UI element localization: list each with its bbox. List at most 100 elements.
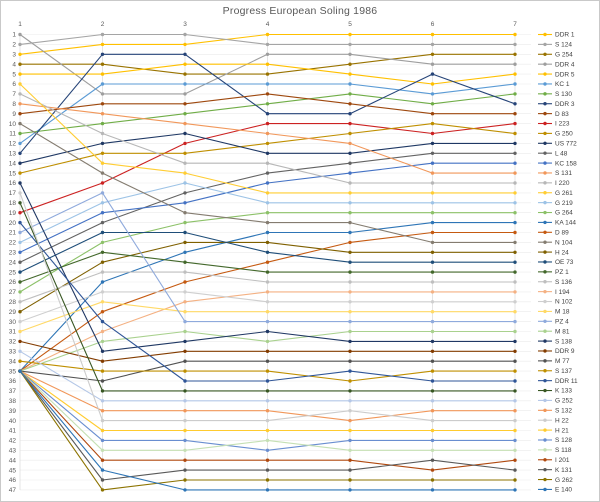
series-marker-g-254 — [183, 72, 187, 76]
legend-label: US 772 — [555, 140, 577, 147]
series-marker-kc-158 — [430, 161, 435, 165]
series-marker-n-102 — [348, 300, 352, 304]
series-marker-g-250 — [265, 141, 270, 146]
y-tick-label: 20 — [9, 220, 17, 227]
series-marker-n-104 — [18, 121, 22, 126]
series-marker-ddr-1 — [183, 42, 187, 47]
series-marker-s-128 — [183, 438, 187, 443]
series-marker-g-261 — [265, 191, 270, 195]
series-marker-i-223 — [265, 121, 270, 126]
series-marker-i-220 — [100, 131, 105, 136]
series-marker-ddr-11 — [183, 379, 187, 383]
legend-marker-icon — [543, 270, 547, 274]
series-marker-g-252 — [348, 399, 352, 403]
series-marker-g-264 — [348, 211, 352, 215]
series-marker-n-104 — [430, 240, 435, 245]
series-g-252 — [18, 349, 517, 403]
series-marker-g-250 — [513, 131, 517, 136]
series-marker-d-89 — [348, 240, 352, 245]
legend-label: DDR 11 — [555, 378, 578, 385]
series-marker-s-131 — [348, 141, 352, 146]
series-marker-d-89 — [513, 230, 517, 235]
series-marker-s-118 — [348, 448, 352, 452]
series-marker-h-21 — [513, 428, 517, 433]
series-marker-s-136 — [100, 270, 105, 274]
series-marker-d-89 — [183, 280, 187, 284]
series-marker-m-77 — [430, 359, 435, 363]
legend-item-i-220: I 220 — [538, 180, 570, 187]
series-ddr-9 — [18, 339, 517, 363]
series-marker-g-252 — [430, 399, 435, 403]
legend-marker-icon — [543, 477, 547, 482]
series-marker-oe-73 — [265, 250, 270, 254]
y-tick-label: 10 — [9, 121, 17, 128]
series-marker-ddr-4 — [18, 32, 22, 37]
series-s-124 — [18, 32, 517, 47]
series-ddr-4 — [18, 32, 517, 96]
y-tick-label: 26 — [9, 279, 17, 286]
x-tick-label: 1 — [18, 21, 22, 28]
legend: DDR 1 S 124 G 254 DDR 4 DDR 5 KC 1 S 130 DDR 3 D… — [538, 32, 578, 494]
legend-item-m-18: M 18 — [538, 309, 570, 316]
legend-item-n-102: N 102 — [538, 299, 573, 306]
series-marker-ddr-5 — [348, 72, 352, 76]
series-marker-h-21 — [100, 428, 105, 433]
series-marker-ddr-1 — [18, 52, 22, 56]
series-marker-h-24 — [430, 250, 435, 254]
legend-label: E 140 — [555, 487, 572, 494]
legend-marker-icon — [543, 161, 547, 165]
legend-marker-icon — [543, 388, 547, 393]
series-marker-n-102 — [100, 290, 105, 294]
series-marker-m-81 — [430, 329, 435, 334]
y-tick-label: 33 — [9, 349, 17, 356]
series-marker-us-772 — [183, 131, 187, 136]
legend-item-ddr-3: DDR 3 — [538, 101, 575, 108]
series-marker-e-140 — [265, 488, 270, 492]
y-tick-label: 47 — [9, 487, 17, 494]
y-tick-label: 22 — [9, 240, 17, 247]
legend-marker-icon — [543, 111, 547, 116]
legend-marker-icon — [543, 151, 547, 155]
series-marker-g-262 — [430, 478, 435, 482]
legend-label: I 223 — [555, 121, 570, 128]
legend-label: S 138 — [555, 338, 572, 345]
legend-marker-icon — [543, 329, 547, 333]
legend-marker-icon — [543, 408, 547, 413]
series-marker-m-77 — [265, 359, 270, 363]
series-marker-oe-73 — [513, 260, 517, 264]
series-marker-i-220 — [265, 161, 270, 165]
series-marker-g-219 — [18, 240, 22, 245]
series-marker-ddr-5 — [18, 72, 22, 76]
series-marker-ka-144 — [265, 230, 270, 235]
series-marker-i-194 — [183, 300, 187, 304]
series-g-219 — [18, 181, 517, 245]
series-marker-k-133 — [513, 389, 517, 393]
series-marker-ddr-5 — [430, 82, 435, 86]
series-d-83 — [18, 92, 517, 116]
series-marker-ddr-3 — [18, 151, 22, 155]
series-marker-m-18 — [265, 310, 270, 314]
legend-label: K 133 — [555, 388, 572, 395]
y-tick-label: 46 — [9, 477, 17, 484]
y-tick-label: 41 — [9, 428, 17, 435]
y-tick-label: 39 — [9, 408, 17, 415]
y-tick-label: 31 — [9, 329, 17, 336]
y-tick-label: 32 — [9, 339, 17, 346]
series-marker-ddr-4 — [265, 52, 270, 56]
series-marker-m-81 — [348, 329, 352, 334]
series-marker-pz-4 — [18, 230, 22, 235]
legend-item-h-22: H 22 — [538, 417, 569, 424]
y-tick-label: 15 — [9, 170, 17, 177]
y-tick-label: 43 — [9, 448, 17, 455]
series-marker-i-194 — [100, 329, 105, 334]
series-marker-s-128 — [265, 448, 270, 452]
series-marker-s-137 — [430, 369, 435, 373]
series-kc-1 — [18, 82, 517, 146]
series-marker-s-132 — [265, 409, 270, 413]
series-marker-g-250 — [183, 151, 187, 155]
legend-marker-icon — [543, 72, 547, 76]
legend-item-h-24: H 24 — [538, 249, 569, 256]
series-marker-g-261 — [348, 191, 352, 195]
series-s-137 — [18, 359, 517, 383]
series-marker-d-83 — [430, 112, 435, 116]
